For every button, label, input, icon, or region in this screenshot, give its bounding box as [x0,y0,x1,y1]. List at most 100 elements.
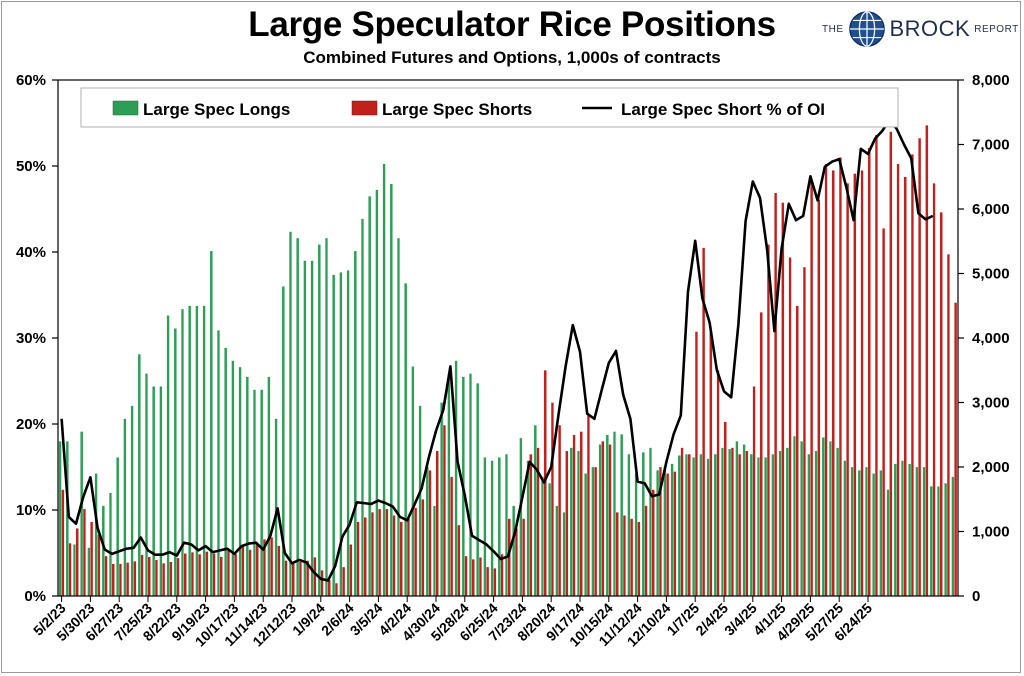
shorts-bar [759,312,763,597]
longs-bar [382,163,386,597]
logo-report-text: REPORT [974,23,1019,35]
longs-bar [634,473,638,597]
shorts-bar [572,434,576,597]
longs-bar [425,466,429,597]
longs-bar [648,447,653,597]
longs-bar [900,460,905,597]
longs-bar [821,437,825,597]
shorts-bar [471,559,475,597]
longs-bar [800,441,804,597]
shorts-bar [435,450,439,597]
longs-bar [684,453,689,597]
shorts-bar [68,542,72,597]
shorts-bar [298,561,302,597]
longs-bar [591,466,595,597]
longs-bar [828,441,833,597]
longs-bar [936,486,941,597]
shorts-bar [723,421,727,597]
longs-bar [908,463,912,597]
y-left-tick-label: 10% [16,502,46,519]
shorts-bar [954,302,958,597]
shorts-bar [118,563,122,597]
shorts-bar [133,561,137,597]
longs-bar [728,448,732,597]
longs-bar [749,453,753,597]
shorts-bar [853,173,857,597]
shorts-bar [522,518,526,597]
shorts-bar [450,476,454,597]
longs-bar [432,505,437,597]
longs-bar [620,433,624,597]
shorts-bar [846,183,850,597]
longs-bar [576,450,581,597]
shorts-bar [838,157,842,597]
longs-bar [159,386,163,597]
shorts-bar [788,257,792,597]
shorts-bar [889,131,893,597]
y-right-tick-label: 2,000 [972,459,1010,476]
shorts-bar [234,553,238,597]
longs-bar [195,305,199,597]
bar-series-group [58,125,958,597]
y-left-tick-label: 0% [24,588,46,605]
shorts-bar [774,192,778,597]
line-series-group [60,118,934,582]
shorts-bar [910,154,914,597]
longs-bar [850,466,854,597]
shorts-bar [255,544,259,597]
longs-bar [879,470,883,597]
shorts-bar [421,499,425,597]
globe-icon [848,11,885,47]
longs-bar [951,476,955,597]
y-right-tick-label: 4,000 [972,330,1010,347]
shorts-bar [874,134,878,597]
longs-bar [80,431,84,597]
shorts-bar [896,163,900,597]
y-right-tick-label: 3,000 [972,395,1010,412]
shorts-bar [903,176,907,597]
shorts-bar [687,453,691,597]
legend-line-label: Large Spec Short % of OI [621,100,825,119]
shorts-bar [104,555,108,597]
longs-bar [864,466,869,597]
longs-bar [130,405,134,597]
y-left-tick-label: 60% [16,72,46,89]
shorts-bar [630,518,634,597]
longs-bar [756,457,761,597]
shorts-bar [730,447,734,597]
longs-bar [224,347,228,597]
longs-bar [605,434,609,597]
longs-bar [411,366,415,597]
shorts-bar [349,544,353,597]
longs-bar [152,386,156,597]
longs-bar [627,453,631,597]
shorts-bar [270,537,274,597]
longs-bar [303,260,307,597]
shorts-bar [356,521,360,597]
shorts-bar [342,566,346,597]
shorts-bar [795,305,799,597]
shorts-bar [831,170,835,597]
shorts-bar [334,582,338,597]
logo-the-text: THE [822,23,844,35]
longs-bar [699,453,703,597]
longs-bar [245,376,249,597]
longs-bar [735,441,739,597]
shorts-bar [313,557,317,597]
longs-bar [490,460,494,597]
longs-bar [389,183,393,597]
shorts-bar [810,179,814,597]
longs-bar [526,460,530,597]
longs-bar [929,486,933,597]
legend-longs-swatch [112,100,139,116]
longs-bar [317,244,321,597]
shorts-bar [241,546,245,597]
longs-bar [447,376,451,597]
longs-bar [720,447,725,597]
shorts-bar [478,557,482,597]
shorts-bar [608,444,612,597]
longs-bar [454,360,458,597]
shorts-bar [378,508,382,597]
longs-bar [353,250,357,597]
